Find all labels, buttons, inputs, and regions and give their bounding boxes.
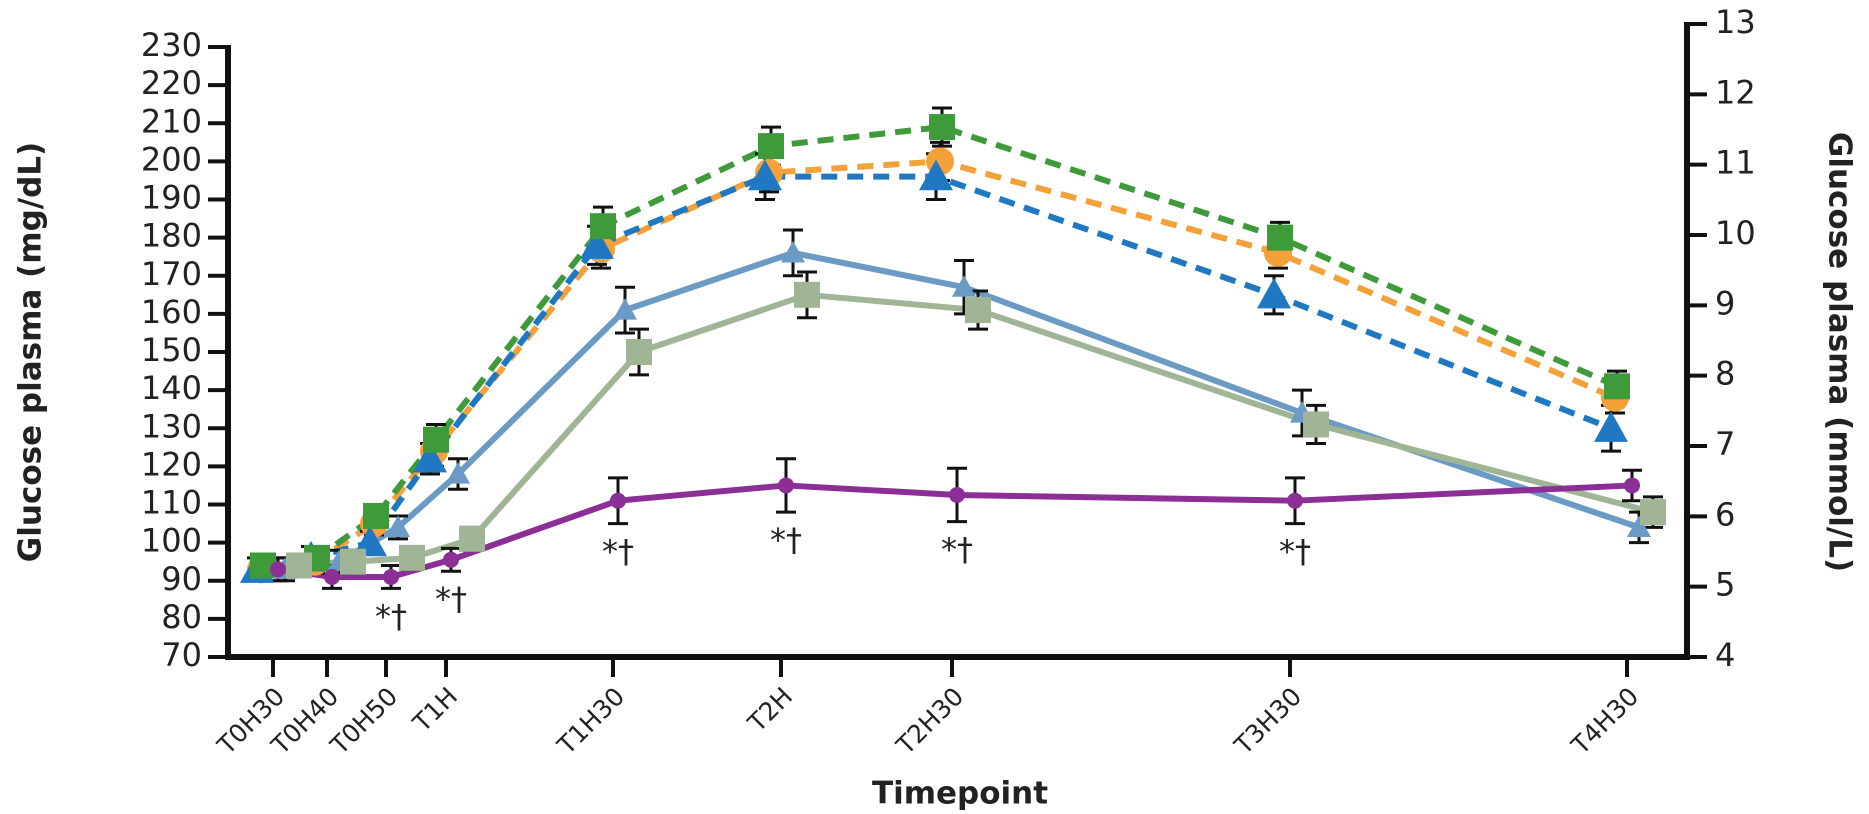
x-tick-label: T1H [407, 682, 464, 739]
y2-tick-label: 7 [1715, 425, 1735, 463]
series-line [260, 158, 1617, 573]
y-tick-label: 230 [141, 26, 202, 64]
marker [1287, 492, 1303, 509]
marker [363, 502, 389, 529]
marker [965, 297, 991, 324]
marker [459, 525, 485, 552]
y-tick-label: 130 [141, 407, 202, 445]
y-tick-label: 120 [141, 445, 202, 483]
y-tick-label: 150 [141, 331, 202, 369]
marker [340, 548, 366, 575]
marker [580, 228, 614, 259]
marker [778, 477, 794, 494]
y-tick-label: 70 [161, 636, 202, 674]
annotation: *† [770, 521, 802, 559]
marker [1604, 373, 1630, 400]
marker [443, 551, 459, 568]
marker [929, 114, 955, 141]
y-tick-label: 80 [161, 598, 202, 636]
y2-tick-label: 13 [1715, 3, 1756, 41]
marker [413, 441, 447, 473]
marker [1624, 477, 1640, 494]
y-tick-label: 90 [161, 560, 202, 598]
y2-tick-label: 6 [1715, 495, 1735, 533]
y2-tick-label: 4 [1715, 636, 1735, 674]
y-tick-label: 170 [141, 255, 202, 293]
marker [1640, 499, 1666, 526]
x-tick-label: T0H50 [324, 682, 403, 761]
y-tick-label: 220 [141, 64, 202, 102]
y-tick-label: 140 [141, 369, 202, 407]
marker [626, 339, 652, 365]
marker [758, 133, 784, 160]
marker [386, 515, 410, 537]
marker [952, 275, 976, 297]
marker [794, 281, 820, 308]
y2-tick-label: 12 [1715, 73, 1756, 111]
annotation: *† [375, 597, 407, 635]
y-tick-label: 100 [141, 522, 202, 560]
y-tick-label: 180 [141, 217, 202, 255]
marker [270, 561, 286, 578]
annotation: *† [602, 533, 634, 571]
y2-tick-label: 5 [1715, 566, 1735, 604]
marker [610, 492, 626, 509]
marker [919, 159, 953, 191]
x-axis-label: Timepoint [872, 776, 1048, 812]
marker [748, 159, 782, 191]
x-tick-label: T2H [742, 682, 799, 739]
marker [446, 462, 470, 484]
marker [1627, 515, 1651, 537]
marker [613, 298, 637, 320]
marker [399, 544, 425, 571]
y2-tick-label: 11 [1715, 144, 1756, 182]
marker [949, 486, 965, 503]
series-line [256, 173, 1613, 573]
marker [423, 426, 449, 453]
marker [324, 568, 340, 585]
marker [1594, 411, 1628, 442]
marker [1257, 277, 1291, 309]
x-tick-label: T2H30 [890, 682, 969, 761]
series-line [262, 124, 1619, 569]
marker [1267, 224, 1293, 251]
marker [353, 525, 387, 557]
y-tick-label: 110 [141, 484, 202, 522]
y-tick-label: 210 [141, 102, 202, 140]
y-tick-label: 190 [141, 179, 202, 217]
annotation: *† [941, 531, 973, 569]
annotation: *† [1279, 533, 1311, 571]
y-axis-label: Glucose plasma (mg/dL) [13, 142, 49, 562]
y2-tick-label: 10 [1715, 214, 1756, 252]
marker [286, 552, 312, 579]
x-tick-label: T3H30 [1228, 682, 1307, 761]
marker [383, 568, 399, 585]
x-tick-label: T1H30 [551, 682, 630, 761]
x-tick-label: T4H30 [1565, 682, 1644, 761]
y-tick-label: 160 [141, 293, 202, 331]
y2-axis-label: Glucose plasma (mmol/L) [1822, 132, 1858, 572]
marker [1303, 411, 1329, 438]
annotation: *† [435, 580, 467, 618]
marker [590, 213, 616, 240]
marker [781, 240, 805, 263]
y2-tick-label: 9 [1715, 284, 1735, 322]
y2-tick-label: 8 [1715, 355, 1735, 393]
y-tick-label: 200 [141, 140, 202, 178]
